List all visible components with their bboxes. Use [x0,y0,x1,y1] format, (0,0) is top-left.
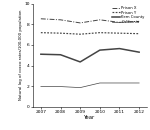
Prison X [79,22,81,24]
Prison Y [79,33,81,35]
Kern County [60,54,61,56]
Prison X [138,21,140,22]
California [79,87,81,88]
Kern County [40,53,42,55]
Prison X [60,19,61,21]
Prison Y [138,33,140,34]
Prison X [99,19,101,21]
California [119,82,120,84]
Prison Y [119,32,120,34]
Kern County [119,48,120,49]
Line: California: California [41,83,139,88]
California [138,82,140,84]
Legend: Prison X, Prison Y, Kern County, California: Prison X, Prison Y, Kern County, Califor… [112,6,145,24]
Line: Kern County: Kern County [41,49,139,62]
Line: Prison Y: Prison Y [41,33,139,34]
California [40,86,42,87]
Prison X [119,22,120,23]
X-axis label: Year: Year [84,115,96,120]
Kern County [99,49,101,51]
Kern County [138,51,140,53]
Prison Y [99,32,101,33]
Prison Y [60,32,61,34]
California [99,82,101,84]
Y-axis label: Natural log of cocco rates/100,000 population: Natural log of cocco rates/100,000 popul… [19,10,23,100]
Line: Prison X: Prison X [41,19,139,23]
Prison Y [40,32,42,33]
Prison X [40,18,42,20]
California [60,86,61,87]
Kern County [79,61,81,63]
